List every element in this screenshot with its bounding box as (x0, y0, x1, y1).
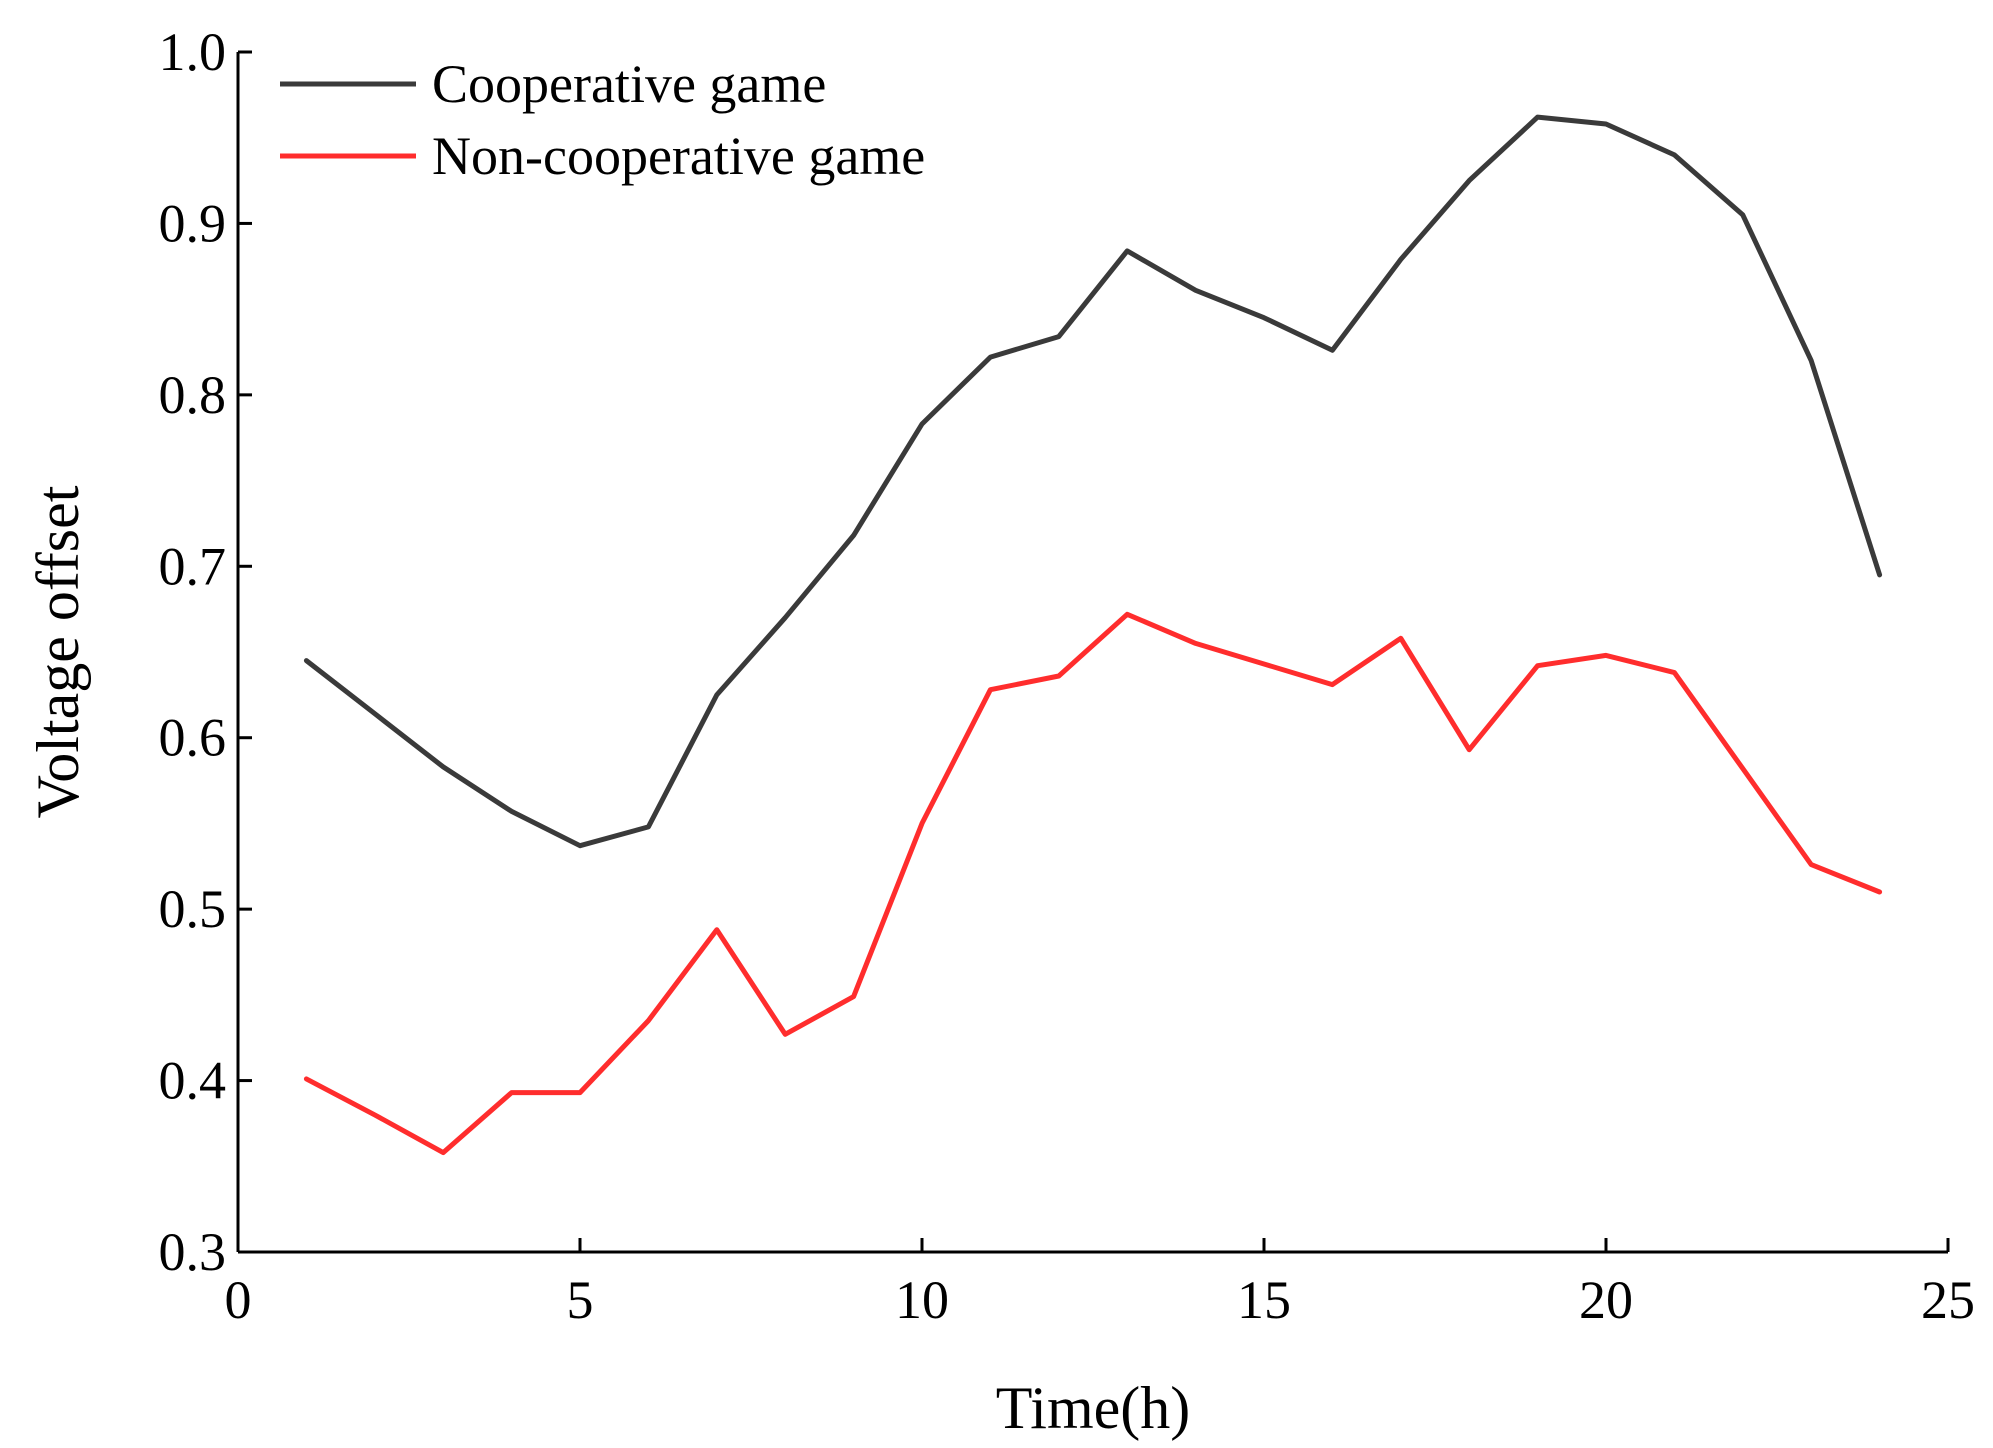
x-tick-label: 15 (1237, 1270, 1291, 1330)
series-line (303, 611, 1883, 1156)
legend: Cooperative game Non-cooperative game (280, 54, 925, 186)
x-tick-label: 25 (1921, 1270, 1975, 1330)
x-tick-label: 10 (895, 1270, 949, 1330)
x-tick-label: 20 (1579, 1270, 1633, 1330)
y-tick-label: 0.6 (159, 708, 227, 768)
y-tick-label: 0.4 (159, 1051, 227, 1111)
y-tick-label: 0.9 (159, 193, 227, 253)
y-axis-ticks: 0.3 0.4 0.5 0.6 0.7 0.8 0.9 1.0 (159, 22, 252, 1282)
plot-area (303, 114, 1883, 1156)
x-tick-label: 5 (567, 1270, 594, 1330)
y-tick-label: 1.0 (159, 22, 227, 82)
y-tick-label: 0.8 (159, 365, 227, 425)
legend-label: Cooperative game (432, 54, 826, 114)
x-axis-ticks: 0 5 10 15 20 25 (225, 1238, 1975, 1330)
y-tick-label: 0.3 (159, 1222, 227, 1282)
axes (236, 52, 1948, 1254)
legend-label: Non-cooperative game (432, 126, 925, 186)
y-axis-title: Voltage offset (25, 485, 91, 818)
x-tick-label: 0 (225, 1270, 252, 1330)
series-line (303, 114, 1883, 849)
y-tick-label: 0.5 (159, 879, 227, 939)
x-axis-title: Time(h) (996, 1375, 1190, 1441)
y-tick-label: 0.7 (159, 536, 227, 596)
